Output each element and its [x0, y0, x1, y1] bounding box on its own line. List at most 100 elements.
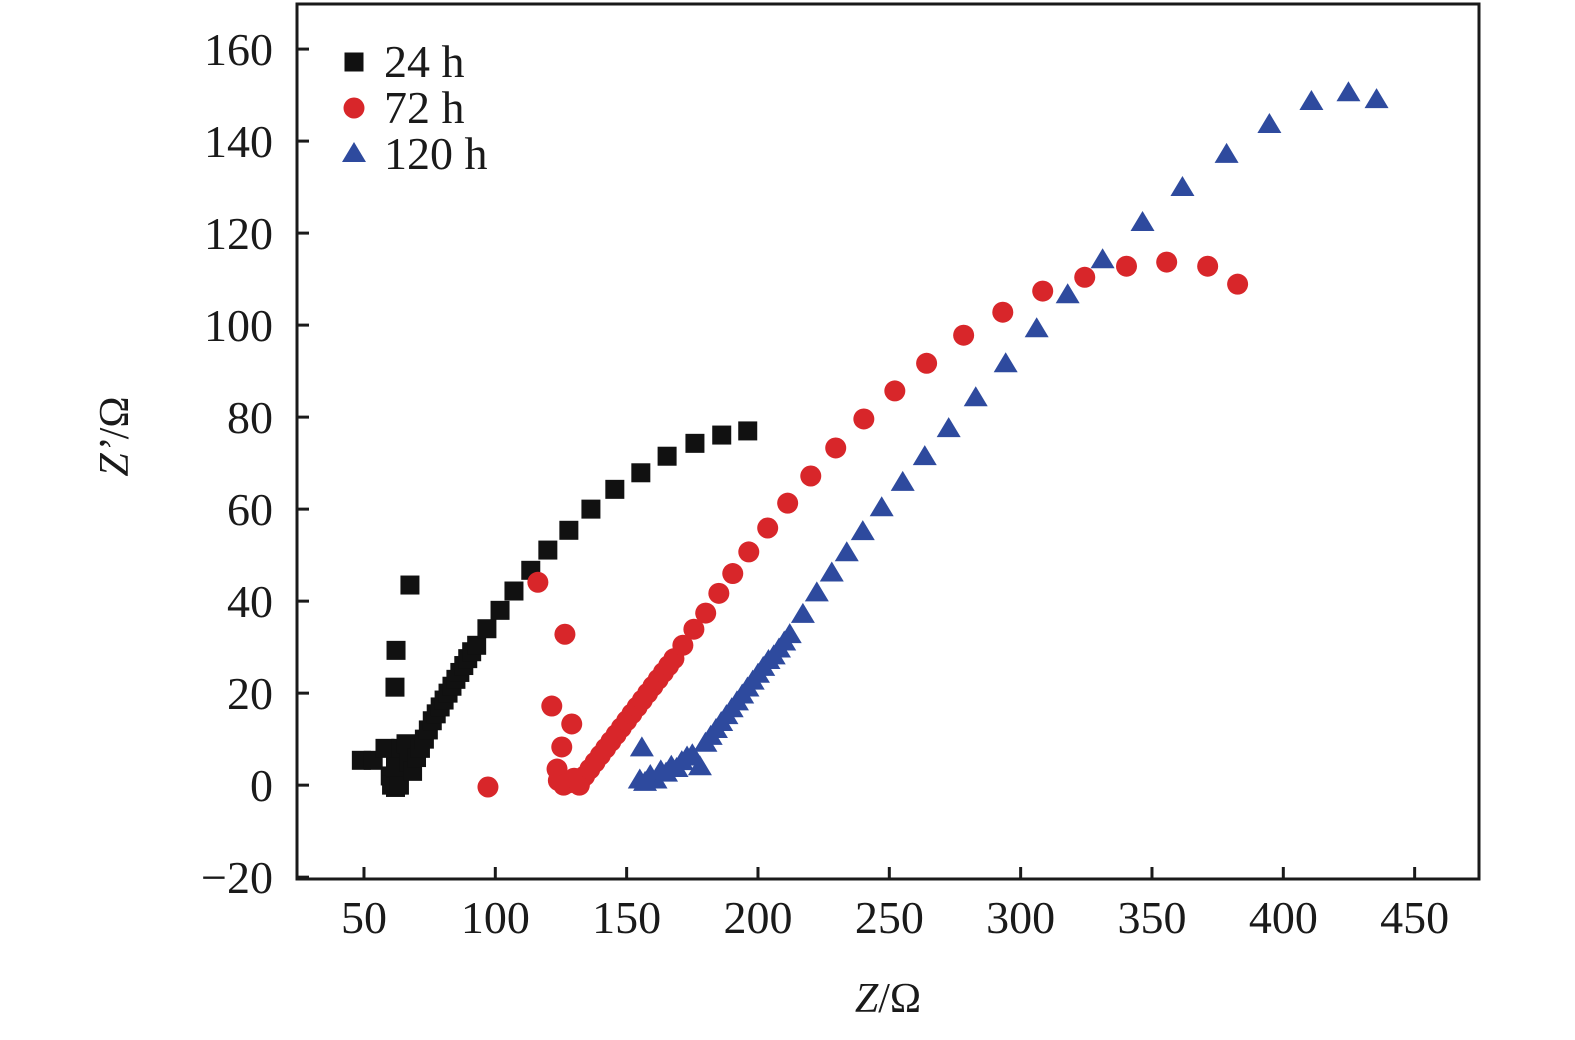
legend-marker-triangle-icon: [342, 142, 366, 162]
x-tick-label: 300: [986, 892, 1055, 943]
data-point: [992, 301, 1014, 323]
data-point: [375, 738, 395, 758]
data-point: [1364, 88, 1389, 109]
data-point: [1024, 317, 1049, 338]
data-marks: [351, 81, 1389, 798]
data-point: [1214, 142, 1239, 163]
legend-item: 120 h: [342, 128, 488, 179]
data-point: [631, 463, 651, 483]
legend-item: 72 h: [343, 82, 465, 133]
y-tick-label: 100: [204, 300, 273, 351]
y-tick-label: 140: [204, 116, 273, 167]
legend-marker-circle-icon: [343, 97, 365, 119]
y-tick-label: 80: [227, 392, 273, 443]
legend-marker-square-icon: [344, 52, 364, 72]
data-point: [777, 492, 799, 514]
data-point: [1074, 266, 1096, 288]
data-point: [825, 437, 847, 459]
x-tick-label: 450: [1380, 892, 1449, 943]
data-point: [912, 445, 937, 466]
y-tick-label: 20: [227, 668, 273, 719]
axis-ticks: 50 100 150 200 250 300 350 400 450 −20 0 20 40 60 80 10…: [201, 24, 1449, 943]
x-tick-label: 250: [855, 892, 924, 943]
data-point: [1257, 112, 1282, 133]
data-point: [738, 421, 758, 441]
x-tick-label: 350: [1117, 892, 1186, 943]
y-tick-label: 120: [204, 208, 273, 259]
legend-label: 120 h: [384, 128, 488, 179]
data-point: [1336, 81, 1361, 102]
data-point: [687, 755, 712, 776]
data-point: [477, 776, 499, 798]
data-point: [385, 677, 405, 697]
series-72-h: [477, 251, 1249, 798]
data-point: [1299, 89, 1324, 110]
data-point: [657, 446, 677, 466]
data-point: [685, 433, 705, 453]
data-point: [490, 600, 510, 620]
y-tick-label: −20: [201, 852, 273, 903]
data-point: [695, 602, 717, 624]
x-axis-label: Z/Ω: [855, 976, 921, 1022]
data-point: [819, 561, 844, 582]
data-point: [672, 634, 694, 656]
data-point: [629, 736, 654, 757]
x-tick-label: 400: [1249, 892, 1318, 943]
data-point: [1116, 255, 1138, 277]
data-point: [554, 623, 576, 645]
data-point: [1170, 176, 1195, 197]
y-axis-label: Z’/Ω: [92, 396, 138, 476]
data-point: [712, 425, 732, 445]
data-point: [708, 582, 730, 604]
legend-item: 24 h: [344, 36, 465, 87]
data-point: [916, 352, 938, 374]
data-point: [477, 619, 497, 639]
x-tick-label: 50: [341, 892, 387, 943]
data-point: [1130, 210, 1155, 231]
y-tick-label: 60: [227, 484, 273, 535]
data-point: [605, 479, 625, 499]
x-tick-label: 200: [723, 892, 792, 943]
data-point: [581, 499, 601, 519]
data-point: [884, 380, 906, 402]
data-point: [757, 517, 779, 539]
data-point: [1055, 283, 1080, 304]
y-tick-label: 0: [250, 760, 273, 811]
data-point: [834, 541, 859, 562]
data-point: [1197, 255, 1219, 277]
data-point: [559, 520, 579, 540]
data-point: [993, 352, 1018, 373]
data-point: [936, 417, 961, 438]
data-point: [400, 575, 420, 595]
y-tick-label: 160: [204, 24, 273, 75]
data-point: [683, 618, 705, 640]
data-point: [551, 736, 573, 758]
legend-label: 24 h: [384, 36, 465, 87]
x-tick-label: 100: [461, 892, 530, 943]
data-point: [1032, 280, 1054, 302]
data-point: [1156, 251, 1178, 273]
data-point: [467, 635, 487, 655]
data-point: [853, 408, 875, 430]
data-point: [504, 581, 524, 601]
data-point: [869, 496, 894, 517]
series-120-h: [627, 81, 1389, 791]
data-point: [777, 623, 802, 644]
data-point: [738, 541, 760, 563]
y-tick-label: 40: [227, 576, 273, 627]
data-point: [850, 520, 875, 541]
x-tick-label: 150: [592, 892, 661, 943]
data-point: [527, 571, 549, 593]
data-point: [890, 470, 915, 491]
data-point: [953, 324, 975, 346]
data-point: [1227, 273, 1249, 295]
data-point: [386, 640, 406, 660]
data-point: [538, 540, 558, 560]
series-24-h: [351, 421, 758, 797]
data-point: [800, 465, 822, 487]
data-point: [790, 602, 815, 623]
data-point: [1090, 248, 1115, 269]
legend-label: 72 h: [384, 82, 465, 133]
